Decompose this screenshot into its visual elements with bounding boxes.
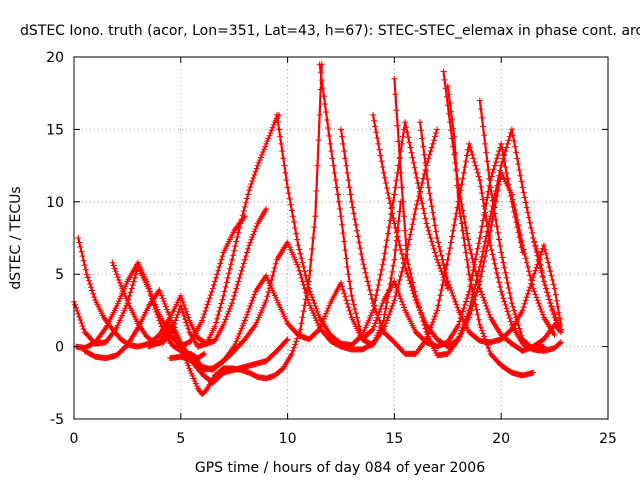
series-markers (273, 111, 451, 349)
series-line (72, 215, 246, 348)
y-axis-label: dSTEC / TECUs (8, 186, 24, 289)
series-markers (81, 287, 291, 386)
y-tick-label: 15 (46, 122, 64, 138)
y-ticks: -5 0 5 10 15 20 (46, 50, 608, 428)
x-tick-label: 25 (599, 431, 617, 447)
series-4 (81, 287, 291, 386)
series-layer (71, 61, 565, 398)
series-markers (109, 111, 283, 350)
series-markers (417, 119, 565, 346)
x-ticks: 0 5 10 15 20 25 (70, 57, 617, 447)
series-markers (444, 82, 537, 379)
x-tick-label: 10 (279, 431, 297, 447)
series-markers (145, 61, 325, 398)
x-tick-label: 5 (176, 431, 185, 447)
y-tick-label: 5 (55, 267, 64, 283)
series-17 (476, 97, 565, 354)
series-16 (444, 82, 537, 379)
series-10 (316, 61, 526, 350)
y-tick-label: 20 (46, 50, 64, 66)
y-tick-label: -5 (50, 412, 64, 428)
chart-title: dSTEC Iono. truth (acor, Lon=351, Lat=43… (20, 23, 640, 39)
x-tick-label: 0 (70, 431, 79, 447)
y-tick-label: 10 (46, 195, 64, 211)
x-tick-label: 15 (385, 431, 403, 447)
y-tick-label: 0 (55, 340, 64, 356)
series-18 (530, 235, 565, 333)
x-axis-label: GPS time / hours of day 084 of year 2006 (195, 460, 485, 476)
series-markers (476, 97, 565, 354)
x-tick-label: 20 (492, 431, 510, 447)
series-markers (530, 235, 565, 333)
plot-frame (73, 56, 609, 420)
series-5 (109, 111, 283, 350)
grid (74, 57, 608, 419)
